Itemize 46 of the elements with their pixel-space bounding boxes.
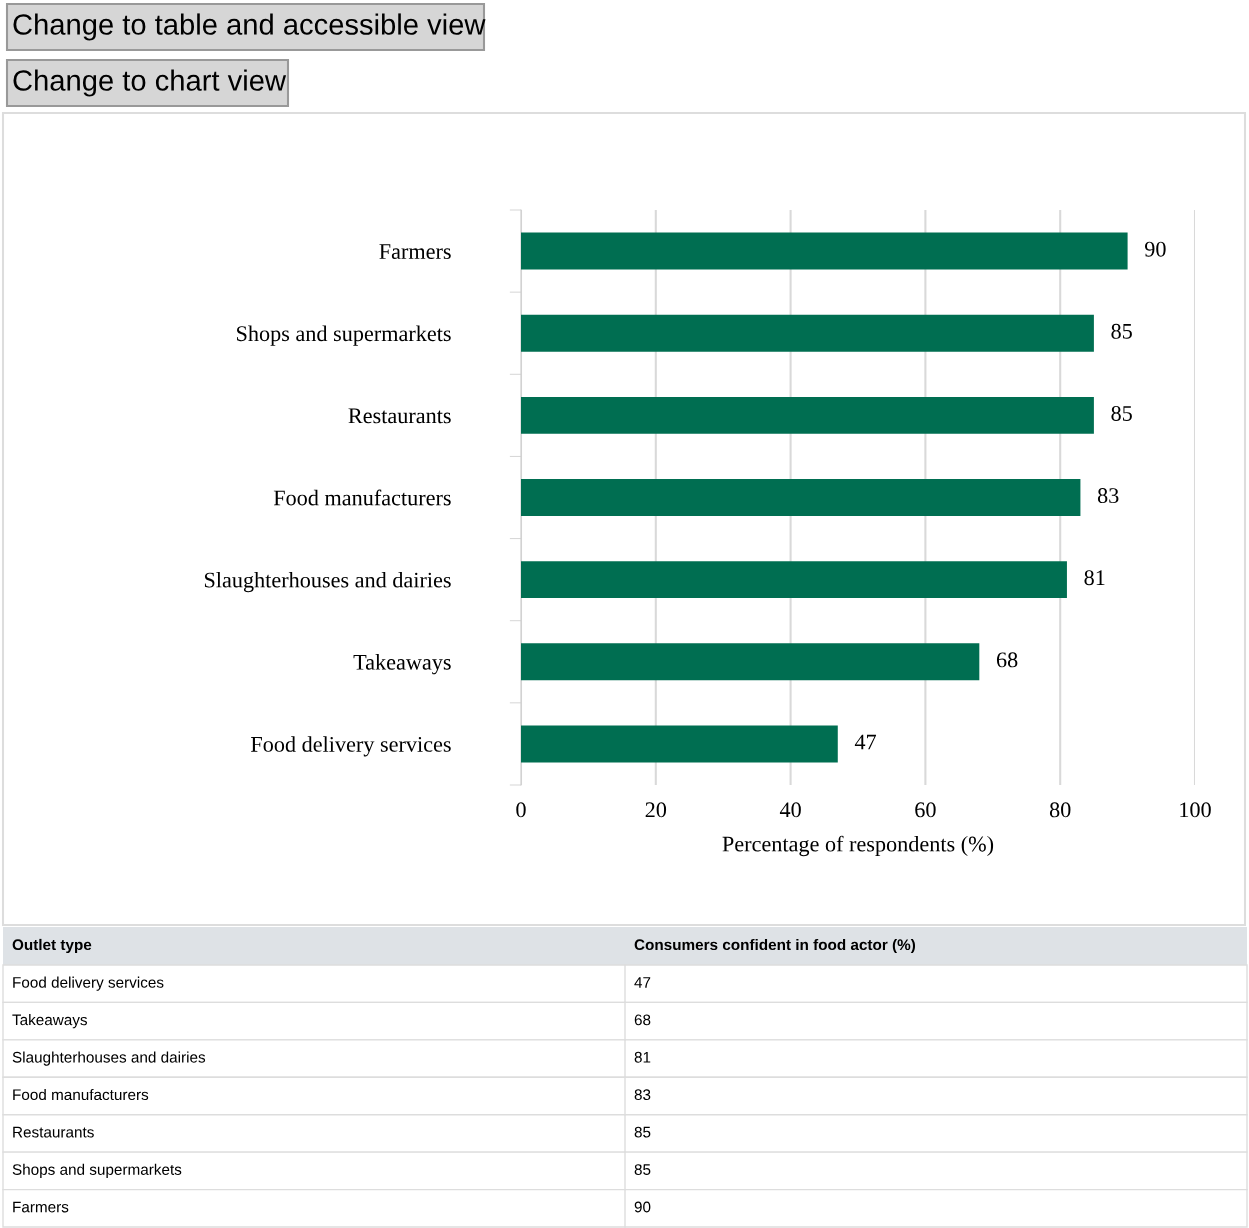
category-label: Takeaways: [12, 1014, 88, 1029]
data-label: 85: [634, 1126, 651, 1138]
category-label: Shops and supermarkets: [12, 1163, 182, 1178]
category-label: Food manufacturers: [13, 1088, 149, 1101]
data-label: 47: [854, 734, 877, 750]
data-label: 90: [634, 1201, 651, 1213]
y-tick-label: Takeaways: [353, 654, 451, 675]
bar: [521, 725, 838, 763]
data-label: 90: [1144, 241, 1166, 257]
data-label: 85: [1111, 323, 1132, 339]
data-label: 81: [634, 1051, 651, 1063]
data-label: 81: [1084, 570, 1105, 586]
bar: [521, 396, 1094, 434]
bar: [521, 314, 1094, 352]
data-label: 83: [1097, 488, 1119, 504]
y-tick-label: Farmers: [379, 244, 451, 259]
text: Outlet type: [12, 938, 92, 954]
x-tick-label: 100: [1180, 802, 1211, 818]
data-label: 68: [996, 652, 1018, 668]
text: Change to chart view: [13, 69, 287, 97]
text: Consumers confident in food actor (%): [634, 938, 916, 954]
category-label: Farmers: [13, 1201, 69, 1213]
data-label: 85: [634, 1164, 651, 1175]
category-label: Slaughterhouses and dairies: [12, 1051, 206, 1066]
x-tick-label: 40: [779, 802, 801, 818]
y-tick-label: Food delivery services: [251, 736, 451, 757]
y-tick-label: Shops and supermarkets: [237, 325, 451, 346]
x-axis-title: Percentage of respondents (%): [722, 835, 994, 857]
x-tick-label: 60: [915, 802, 936, 818]
x-tick-label: 80: [1049, 802, 1071, 818]
text: Change to table and accessible view: [13, 13, 486, 41]
data-label: 68: [634, 1014, 651, 1026]
bar: [521, 479, 1081, 516]
bar: [521, 232, 1128, 270]
data-label: 47: [634, 977, 651, 988]
y-tick-label: Restaurants: [348, 408, 451, 424]
bar: [521, 643, 980, 681]
category-label: Restaurants: [13, 1126, 94, 1138]
data-label: 83: [634, 1089, 651, 1101]
category-label: Food delivery services: [13, 976, 164, 991]
data-label: 85: [1111, 405, 1132, 421]
y-tick-label: Food manufacturers: [273, 489, 451, 506]
x-tick-label: 0: [516, 802, 526, 818]
y-tick-label: Slaughterhouses and dairies: [204, 571, 451, 593]
x-tick-label: 20: [645, 802, 667, 818]
bar: [521, 561, 1067, 599]
